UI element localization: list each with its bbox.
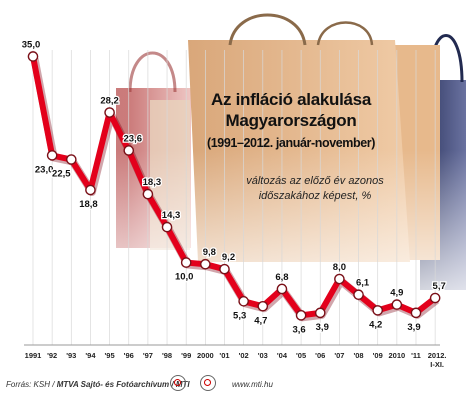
data-point bbox=[429, 292, 441, 304]
chart-title-line1: Az infláció alakulása Magyarországon bbox=[196, 90, 386, 132]
data-label: 4,7 bbox=[254, 315, 267, 326]
source-url: www.mti.hu bbox=[232, 380, 273, 389]
data-point bbox=[200, 258, 211, 270]
x-tick-label: '09 bbox=[373, 351, 383, 360]
data-point bbox=[161, 221, 173, 233]
data-point bbox=[334, 273, 345, 285]
x-tick-label-line2: I-XI. bbox=[430, 360, 444, 369]
data-label: 3,6 bbox=[292, 324, 305, 335]
chart-note: változás az előző év azonos időszakához … bbox=[220, 174, 410, 204]
data-point bbox=[410, 307, 422, 319]
tan-bag-handle bbox=[228, 13, 307, 46]
data-label: 18,3 bbox=[143, 177, 162, 188]
data-point bbox=[123, 145, 135, 156]
data-point bbox=[391, 299, 403, 310]
data-label: 8,0 bbox=[333, 262, 346, 273]
x-tick-label: '02 bbox=[239, 351, 249, 360]
data-label: 10,0 bbox=[175, 272, 194, 283]
x-tick-label: 2010 bbox=[389, 351, 406, 360]
x-tick-label: '92 bbox=[47, 351, 57, 360]
x-tick-label: '04 bbox=[277, 351, 288, 360]
x-tick-label: '98 bbox=[162, 351, 172, 360]
x-tick-label: 2000 bbox=[197, 351, 214, 360]
inflation-series bbox=[27, 51, 441, 322]
x-tick-label: '93 bbox=[66, 351, 76, 360]
x-tick-label: '08 bbox=[353, 351, 363, 360]
x-tick-label: '03 bbox=[258, 351, 268, 360]
mti-logo-icon bbox=[200, 375, 216, 391]
x-tick-label: '94 bbox=[85, 351, 96, 360]
data-point bbox=[142, 188, 154, 200]
data-label: 5,3 bbox=[233, 310, 246, 321]
data-point bbox=[276, 283, 288, 295]
x-tick-label: 1991 bbox=[25, 351, 42, 360]
series-line bbox=[30, 53, 439, 319]
data-point bbox=[85, 184, 96, 196]
data-label: 14,3 bbox=[162, 210, 181, 221]
data-label: 4,2 bbox=[369, 319, 382, 330]
x-tick-label: '99 bbox=[181, 351, 191, 360]
data-point bbox=[372, 305, 384, 316]
data-label: 3,9 bbox=[316, 322, 329, 333]
x-tick-label: 2012. bbox=[428, 351, 447, 360]
x-tick-label: '97 bbox=[143, 351, 153, 360]
data-label: 5,7 bbox=[433, 281, 446, 292]
tan-bag-handle-2 bbox=[316, 21, 374, 46]
chart-subtitle: (1991–2012. január-november) bbox=[206, 136, 376, 150]
data-label: 6,8 bbox=[275, 272, 288, 283]
data-point bbox=[257, 300, 269, 312]
source-credit: Forrás: KSH / MTVA Sajtó- és Fotóarchívu… bbox=[6, 380, 190, 389]
data-label: 22,5 bbox=[52, 169, 71, 180]
chart-note-line2: időszakához képest, % bbox=[258, 190, 372, 202]
x-tick-label: '01 bbox=[219, 351, 229, 360]
x-tick-label: '07 bbox=[334, 351, 344, 360]
data-point bbox=[46, 150, 58, 161]
source-prefix: Forrás: KSH / bbox=[6, 380, 57, 389]
data-label: 23,6 bbox=[124, 133, 143, 144]
data-point bbox=[353, 289, 364, 301]
x-tick-label: '96 bbox=[124, 351, 134, 360]
source-agency: MTVA Sajtó- és Fotóarchívum / MTI bbox=[56, 380, 190, 389]
data-point bbox=[104, 107, 115, 118]
x-tick-label: '11 bbox=[411, 351, 421, 360]
data-point bbox=[27, 51, 39, 62]
data-point bbox=[180, 257, 192, 268]
data-label: 9,2 bbox=[222, 252, 235, 263]
data-label: 9,8 bbox=[203, 247, 216, 258]
chart-title: Az infláció alakulása Magyarországon bbox=[211, 90, 371, 130]
x-axis-labels: 1991 '92 '93 '94 '95 '96 '97 '98 '99 2000 '01 '02 '0… bbox=[25, 351, 447, 369]
data-point bbox=[295, 310, 307, 321]
data-label: 23,0 bbox=[35, 164, 54, 175]
chart-title-block: Az infláció alakulása Magyarországon (199… bbox=[196, 90, 386, 150]
data-point bbox=[314, 307, 326, 319]
data-label: 18,8 bbox=[79, 199, 98, 210]
data-point bbox=[238, 296, 249, 307]
data-point bbox=[219, 263, 230, 275]
x-tick-label: '06 bbox=[315, 351, 325, 360]
chart-note-line1: változás az előző év azonos bbox=[246, 175, 384, 187]
data-label: 6,1 bbox=[356, 278, 370, 289]
mtva-logo-icon bbox=[170, 375, 186, 391]
data-label: 35,0 bbox=[22, 39, 41, 50]
data-label: 3,9 bbox=[407, 322, 420, 333]
data-point bbox=[66, 154, 77, 165]
x-tick-label: '95 bbox=[105, 351, 115, 360]
value-labels: 35,0 23,022,5 18,8 28,2 23,6 18,3 14,3 10,0 9,8 9… bbox=[21, 38, 448, 336]
x-tick-label: '05 bbox=[296, 351, 306, 360]
red-bag-handle bbox=[128, 51, 177, 93]
data-label: 28,2 bbox=[100, 96, 119, 107]
data-label: 4,9 bbox=[390, 288, 403, 299]
